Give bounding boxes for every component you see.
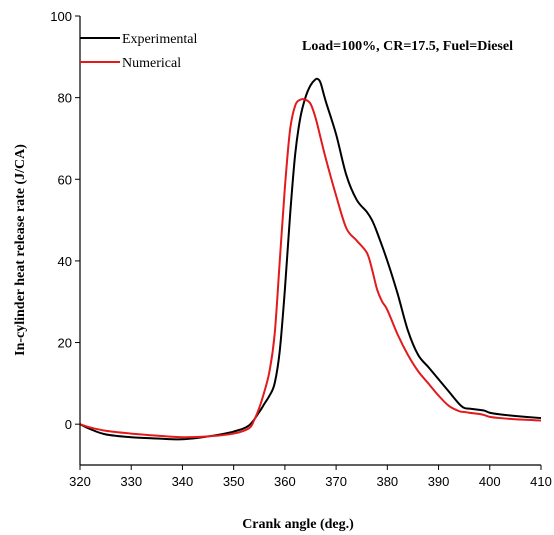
y-tick-label: 80 — [58, 91, 72, 106]
series-line-experimental — [79, 77, 542, 441]
x-tick-label: 410 — [530, 474, 552, 489]
x-tick-label: 340 — [172, 474, 194, 489]
x-tick-label: 330 — [120, 474, 142, 489]
series-layer — [79, 77, 542, 441]
x-tick-label: 390 — [428, 474, 450, 489]
x-tick-label: 350 — [223, 474, 245, 489]
legend: Experimental Numerical — [80, 32, 198, 71]
series-line-numerical — [79, 98, 542, 439]
y-tick-label: 40 — [58, 254, 72, 269]
legend-label-numerical: Numerical — [122, 56, 181, 71]
y-tick-label: 60 — [58, 172, 72, 187]
chart-annotation: Load=100%, CR=17.5, Fuel=Diesel — [302, 39, 513, 54]
x-tick-label: 400 — [479, 474, 501, 489]
x-ticks: 320 330 340 350 360 370 380 390 400 410 — [69, 465, 552, 489]
x-tick-label: 360 — [274, 474, 296, 489]
y-tick-label: 0 — [65, 417, 72, 432]
x-tick-label: 370 — [325, 474, 347, 489]
y-tick-label: 100 — [50, 9, 72, 24]
x-tick-label: 380 — [376, 474, 398, 489]
x-axis-title: Crank angle (deg.) — [242, 517, 354, 532]
legend-label-experimental: Experimental — [122, 32, 198, 47]
y-axis-title: In-cylinder heat release rate (J/CA) — [13, 144, 28, 356]
y-ticks: 0 20 40 60 80 100 — [50, 9, 80, 432]
x-tick-label: 320 — [69, 474, 91, 489]
y-tick-label: 20 — [58, 336, 72, 351]
